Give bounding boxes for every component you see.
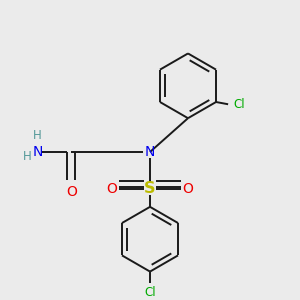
Text: H: H xyxy=(33,129,42,142)
Text: Cl: Cl xyxy=(233,98,244,111)
Text: O: O xyxy=(183,182,194,196)
Text: H: H xyxy=(23,150,32,163)
Text: S: S xyxy=(144,181,156,196)
Text: N: N xyxy=(32,145,43,159)
Text: O: O xyxy=(106,182,117,196)
Text: Cl: Cl xyxy=(144,286,156,299)
Text: O: O xyxy=(66,185,76,199)
Text: N: N xyxy=(145,145,155,159)
